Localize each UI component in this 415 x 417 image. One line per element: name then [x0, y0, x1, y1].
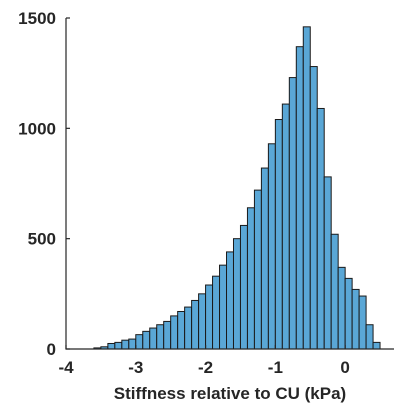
- histogram-bar: [163, 320, 172, 350]
- histogram-bar: [135, 334, 144, 350]
- histogram-bar: [358, 295, 367, 350]
- y-axis-ticks: 0 500 1000 1500: [18, 9, 70, 359]
- histogram-bar: [330, 233, 339, 350]
- x-tick-label: -1: [268, 358, 283, 377]
- histogram-bar: [121, 339, 130, 350]
- histogram-bar: [149, 327, 158, 350]
- histogram-bar: [184, 306, 193, 350]
- histogram-bar: [156, 324, 165, 350]
- histogram-bar: [281, 103, 290, 350]
- histogram-bar: [226, 251, 234, 350]
- y-tick-label: 500: [28, 230, 56, 249]
- histogram-bar: [372, 341, 381, 350]
- histogram-bar: [295, 46, 304, 350]
- histogram-bar: [239, 224, 248, 350]
- histogram-bar: [344, 277, 353, 350]
- x-axis-ticks: -4 -3 -2 -1 0: [58, 345, 350, 377]
- histogram-bar: [142, 330, 151, 350]
- histogram-bar: [267, 143, 276, 350]
- histogram-bar: [107, 342, 116, 350]
- histogram-bar: [205, 284, 214, 350]
- histogram-bar: [309, 66, 318, 350]
- histogram-bar: [177, 310, 186, 350]
- histogram-bar: [274, 119, 283, 350]
- x-axis-title: Stiffness relative to CU (kPa): [114, 384, 346, 403]
- histogram-bar: [198, 293, 207, 350]
- x-tick-label: -3: [128, 358, 143, 377]
- histogram-bar: [191, 299, 200, 350]
- histogram-bar: [316, 107, 325, 350]
- histogram-bar: [128, 338, 137, 350]
- histogram-bar: [212, 275, 221, 350]
- histogram-bar: [302, 26, 311, 350]
- histogram-bar: [260, 167, 269, 350]
- y-tick-label: 1500: [18, 9, 56, 28]
- histogram-bar: [365, 324, 374, 350]
- histogram-bar: [351, 288, 360, 350]
- y-tick-label: 1000: [18, 119, 56, 138]
- histogram-bar: [170, 315, 179, 350]
- histogram-bar: [246, 207, 255, 350]
- y-tick-label: 0: [47, 340, 56, 359]
- x-tick-label: -4: [58, 358, 74, 377]
- histogram-bar: [253, 189, 262, 350]
- histogram-bars: [93, 26, 381, 350]
- histogram-bar: [323, 176, 332, 350]
- histogram-bar: [232, 238, 241, 350]
- x-tick-label: 0: [340, 358, 349, 377]
- x-tick-label: -2: [198, 358, 213, 377]
- histogram-bar: [114, 341, 123, 350]
- histogram-bar: [219, 264, 228, 350]
- histogram-bar: [288, 77, 297, 350]
- histogram-bar: [337, 266, 346, 350]
